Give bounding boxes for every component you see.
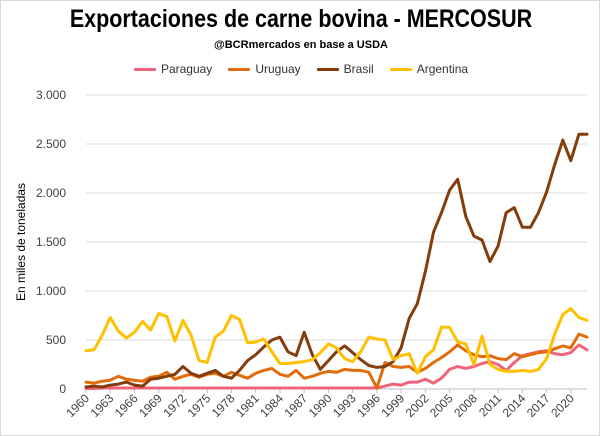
x-tick-label: 1972 [160, 391, 189, 420]
x-tick-label: 1990 [306, 391, 335, 420]
x-tick-label: 1987 [282, 391, 311, 420]
x-tick-label: 2008 [451, 391, 480, 420]
chart-subtitle: @BCRmercados en base a USDA [214, 39, 388, 51]
legend-label: Brasil [343, 62, 374, 76]
x-tick-label: 2005 [427, 391, 456, 420]
x-tick-label: 2020 [548, 391, 577, 420]
legend-item-paraguay: Paraguay [133, 62, 213, 76]
y-tick-label: 1.000 [36, 284, 66, 298]
y-tick-label: 2.000 [36, 186, 66, 200]
x-tick-label: 1963 [88, 391, 117, 420]
x-tick-label: 1969 [136, 391, 165, 420]
series-line-brasil [84, 132, 589, 389]
chart-title: Exportaciones de carne bovina - MERCOSUR [69, 5, 533, 33]
chart-legend: Paraguay Uruguay Brasil Argentina [1, 62, 599, 76]
x-tick-label: 1996 [354, 391, 383, 420]
y-tick-label: 2.500 [36, 137, 66, 151]
x-tick-label: 1984 [257, 391, 286, 420]
legend-item-uruguay: Uruguay [228, 62, 301, 76]
legend-swatch [316, 67, 339, 71]
x-tick-label: 1966 [112, 391, 141, 420]
x-tick-label: 1999 [378, 391, 407, 420]
series-line-uruguay [84, 332, 589, 390]
x-tick-label: 1978 [209, 391, 238, 420]
y-tick-label: 0 [59, 382, 66, 396]
y-axis-label: En miles de toneladas [14, 183, 28, 301]
legend-label: Paraguay [160, 62, 213, 76]
y-tick-label: 500 [46, 333, 66, 347]
x-tick-label: 1975 [185, 391, 214, 420]
x-tick-label: 2011 [476, 391, 504, 419]
legend-label: Uruguay [255, 62, 301, 76]
y-tick-label: 1.500 [36, 235, 66, 249]
legend-swatch [389, 67, 412, 71]
x-tick-label: 1993 [330, 391, 359, 420]
legend-swatch [133, 67, 156, 71]
series-line-argentina [84, 307, 589, 375]
x-tick-label: 1981 [233, 391, 262, 420]
legend-swatch [228, 67, 251, 71]
x-tick-label: 2002 [403, 391, 432, 420]
x-tick-label: 2014 [500, 391, 529, 420]
x-tick-label: 2017 [524, 391, 553, 420]
legend-item-argentina: Argentina [389, 62, 469, 76]
series-line-paraguay [84, 343, 589, 390]
legend-label: Argentina [416, 62, 469, 76]
legend-item-brasil: Brasil [316, 62, 374, 76]
y-tick-label: 3.000 [36, 88, 66, 102]
x-tick-label: 1960 [63, 391, 92, 420]
